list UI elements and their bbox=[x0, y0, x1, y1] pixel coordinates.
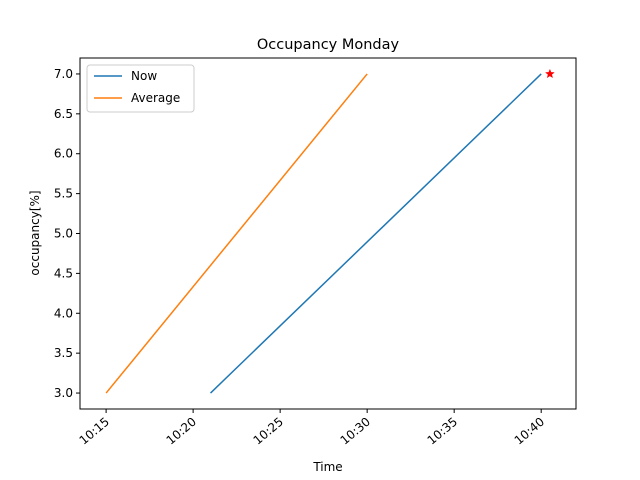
legend-label-average: Average bbox=[131, 91, 180, 105]
y-tick-label: 3.5 bbox=[54, 346, 73, 360]
y-tick-label: 4.5 bbox=[54, 266, 73, 280]
y-tick-label: 4.0 bbox=[54, 306, 73, 320]
y-tick-label: 6.0 bbox=[54, 147, 73, 161]
y-tick-label: 5.0 bbox=[54, 227, 73, 241]
y-axis-label: occupancy[%] bbox=[28, 190, 42, 275]
y-tick-label: 5.5 bbox=[54, 187, 73, 201]
y-tick-label: 6.5 bbox=[54, 107, 73, 121]
chart-title: Occupancy Monday bbox=[257, 37, 400, 53]
axes-frame bbox=[79, 57, 577, 410]
y-tick-label: 3.0 bbox=[54, 386, 73, 400]
series-line-average bbox=[105, 73, 368, 394]
y-tick-label: 7.0 bbox=[54, 67, 73, 81]
legend-label-now: Now bbox=[131, 69, 157, 83]
star-marker bbox=[544, 68, 555, 79]
x-axis-label: Time bbox=[312, 460, 342, 474]
series-line-now bbox=[210, 73, 542, 394]
